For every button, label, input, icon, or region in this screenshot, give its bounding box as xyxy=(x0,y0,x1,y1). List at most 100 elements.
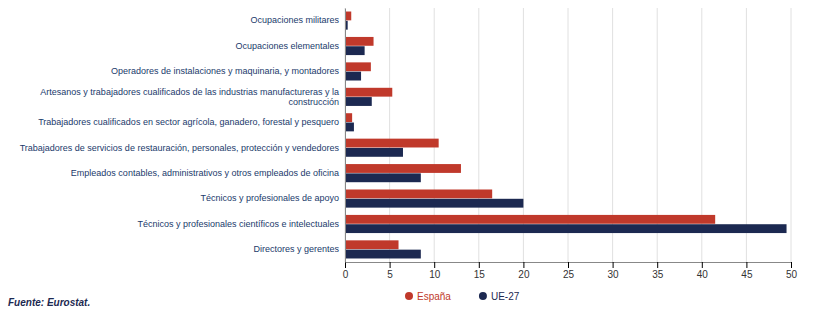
bar xyxy=(345,173,421,182)
y-axis: Ocupaciones militares Ocupaciones element… xyxy=(20,9,346,263)
bar xyxy=(345,224,787,233)
tick: 35 xyxy=(652,262,664,280)
tick: Ocupaciones militares xyxy=(250,15,345,25)
tick-label: Directores y gerentes xyxy=(253,244,339,254)
tick: Directores y gerentes xyxy=(253,244,345,254)
tick: Ocupaciones elementales xyxy=(235,41,345,51)
legend-label: UE-27 xyxy=(491,291,520,302)
tick: Artesanos y trabajadores cualificados de… xyxy=(40,87,345,107)
tick: 30 xyxy=(608,262,620,280)
legend-marker xyxy=(479,292,487,300)
tick: 50 xyxy=(786,262,798,280)
tick-label: Artesanos y trabajadores cualificados de… xyxy=(40,87,339,107)
tick: Operadores de instalaciones y maquinaria… xyxy=(111,66,345,76)
bar xyxy=(345,240,399,249)
bar xyxy=(345,250,421,259)
tick-mark xyxy=(434,262,435,268)
tick-label: 15 xyxy=(474,269,486,280)
tick-label-line: Técnicos y profesionales de apoyo xyxy=(200,193,339,203)
tick-label: Trabajadores de servicios de restauració… xyxy=(20,143,340,153)
bar xyxy=(345,72,361,81)
grid-line xyxy=(612,8,613,262)
tick-label: 0 xyxy=(343,269,349,280)
tick-label-line: Empleados contables, administrativos y o… xyxy=(71,168,339,178)
tick: 45 xyxy=(741,262,753,280)
bar xyxy=(345,37,374,46)
bar xyxy=(345,199,523,208)
tick-label-line: Ocupaciones militares xyxy=(250,15,339,25)
tick-label-line: Ocupaciones elementales xyxy=(235,41,339,51)
bar xyxy=(345,97,372,106)
tick: Trabajadores de servicios de restauració… xyxy=(20,143,345,153)
bar xyxy=(345,46,365,55)
tick: 15 xyxy=(474,262,486,280)
tick-label: 30 xyxy=(608,269,620,280)
tick-label-line: Trabajadores de servicios de restauració… xyxy=(20,143,340,153)
legend-label: España xyxy=(417,291,451,302)
grid-line xyxy=(389,8,390,262)
tick-label: 50 xyxy=(786,269,798,280)
tick-label: Operadores de instalaciones y maquinaria… xyxy=(111,66,340,76)
tick-mark xyxy=(479,262,480,268)
axis-line xyxy=(345,9,346,263)
annotation: Fuente: Eurostat. xyxy=(8,297,90,308)
legend-item: UE-27 xyxy=(479,291,520,302)
tick: 40 xyxy=(697,262,709,280)
tick-label: 25 xyxy=(563,269,575,280)
tick-mark xyxy=(702,262,703,268)
bar xyxy=(345,113,352,122)
legend: España UE-27 xyxy=(405,291,520,302)
bar xyxy=(345,62,371,71)
tick-label: 5 xyxy=(387,269,393,280)
axis-line xyxy=(346,263,792,269)
legend-marker xyxy=(405,292,413,300)
bar xyxy=(345,148,403,157)
grid-line xyxy=(701,8,702,262)
tick-label: Técnicos y profesionales científicos e i… xyxy=(137,219,339,229)
tick: 5 xyxy=(387,262,393,280)
series xyxy=(345,12,715,250)
tick-mark xyxy=(568,262,569,268)
grid xyxy=(345,8,791,262)
bar xyxy=(345,164,461,173)
tick-label-line: Técnicos y profesionales científicos e i… xyxy=(137,219,339,229)
tick-label: Trabajadores cualificados en sector agrí… xyxy=(38,117,339,127)
tick-label: 10 xyxy=(429,269,441,280)
bar xyxy=(345,189,492,198)
grid-line xyxy=(568,8,569,262)
tick-mark xyxy=(523,262,524,268)
bar xyxy=(345,123,354,132)
tick: 25 xyxy=(563,262,575,280)
tick-label: 35 xyxy=(652,269,664,280)
tick: 20 xyxy=(518,262,530,280)
tick: Trabajadores cualificados en sector agrí… xyxy=(38,117,345,127)
tick-mark xyxy=(345,262,346,268)
bars xyxy=(345,12,787,259)
bar xyxy=(345,139,439,148)
tick: Técnicos y profesionales científicos e i… xyxy=(137,219,345,229)
tick-label-line: Operadores de instalaciones y maquinaria… xyxy=(111,66,340,76)
tick: Empleados contables, administrativos y o… xyxy=(71,168,345,178)
grid-line xyxy=(523,8,524,262)
tick-label: Ocupaciones elementales xyxy=(235,41,339,51)
tick-mark xyxy=(746,262,747,268)
tick: 10 xyxy=(429,262,441,280)
tick-label: 20 xyxy=(518,269,530,280)
grid-line xyxy=(478,8,479,262)
tick-label: 40 xyxy=(697,269,709,280)
grid-line xyxy=(434,8,435,262)
tick-mark xyxy=(390,262,391,268)
tick-mark xyxy=(791,262,792,268)
tick-label-line: Directores y gerentes xyxy=(253,244,339,254)
bar xyxy=(345,88,392,97)
tick-label: Empleados contables, administrativos y o… xyxy=(71,168,339,178)
tick: 0 xyxy=(343,262,349,280)
tick-label-line: construcción xyxy=(288,97,339,107)
grid-line xyxy=(657,8,658,262)
tick-label-line: Artesanos y trabajadores cualificados de… xyxy=(40,87,339,97)
grid-line xyxy=(345,8,346,262)
tick-label: Ocupaciones militares xyxy=(250,15,339,25)
tick-mark xyxy=(657,262,658,268)
tick-mark xyxy=(613,262,614,268)
bar xyxy=(345,215,715,224)
